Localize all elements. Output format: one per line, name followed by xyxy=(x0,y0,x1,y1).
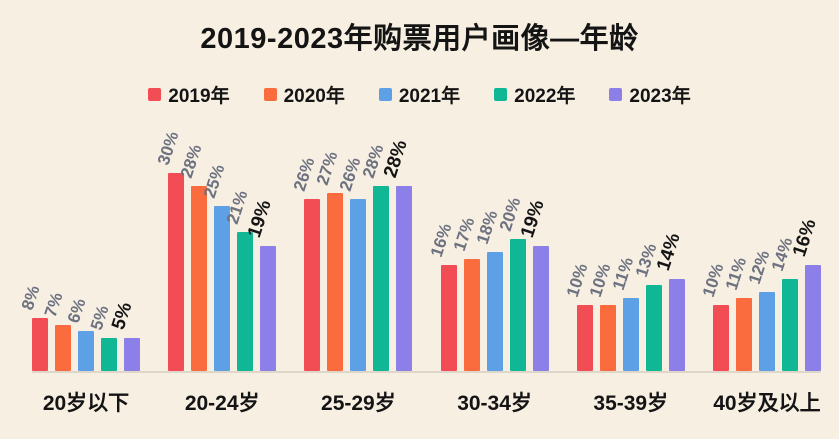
bar-2022年-40岁及以上: 14% xyxy=(768,235,798,371)
category-label-30-34岁: 30-34岁 xyxy=(457,392,532,415)
bar-2019年-20岁以下: 8% xyxy=(18,283,48,371)
bar-2020年-25-29岁: 27% xyxy=(313,149,344,371)
bar-2019年-30-34岁: 16% xyxy=(426,221,457,371)
bar-value-label: 17% xyxy=(449,215,479,254)
bar-2019年-20-24岁: 30% xyxy=(154,129,185,371)
legend-item-2019年: 2019年 xyxy=(148,81,230,108)
bar-value-label: 28% xyxy=(380,137,413,181)
legend-swatch-icon xyxy=(148,88,162,101)
legend-label: 2020年 xyxy=(283,86,345,107)
bar-2021年-20岁以下: 6% xyxy=(64,296,94,371)
bar-2023年-20-24岁: 19% xyxy=(244,198,277,371)
category-label-20-24岁: 20-24岁 xyxy=(184,392,260,415)
bar-2020年-20岁以下: 7% xyxy=(41,290,71,371)
bar-value-label: 5% xyxy=(86,303,113,333)
legend-label: 2021年 xyxy=(398,86,461,107)
bar-value-label: 10% xyxy=(698,261,728,300)
bar-value-label: 19% xyxy=(244,197,276,241)
bar-2022年-35-39岁: 13% xyxy=(632,241,662,371)
legend-item-2020年: 2020年 xyxy=(263,81,345,108)
bar-2022年-30-34岁: 20% xyxy=(495,195,526,371)
bar-value-label: 30% xyxy=(154,129,183,168)
bar-2020年-30-34岁: 17% xyxy=(449,215,480,371)
bar-2022年-20-24岁: 21% xyxy=(223,188,254,371)
bar-group-25-29岁: 26% 27% 26% 28% 28% xyxy=(290,138,413,371)
bar-2019年-25-29岁: 26% xyxy=(290,155,321,371)
bar-group-40岁及以上: 10% 11% 12% 14% 16% xyxy=(699,217,821,371)
bar-value-label: 16% xyxy=(426,221,456,260)
bar-2022年-25-29岁: 28% xyxy=(359,142,390,371)
bar-2021年-30-34岁: 18% xyxy=(472,208,503,371)
bar-group-30-34岁: 16% 17% 18% 20% 19% xyxy=(426,195,549,371)
bar-2021年-25-29岁: 26% xyxy=(336,155,367,371)
bar-2023年-20岁以下: 5% xyxy=(108,300,140,371)
bar-value-label: 16% xyxy=(788,216,821,260)
legend-swatch-icon xyxy=(494,88,508,101)
bar-2021年-35-39岁: 11% xyxy=(609,255,639,371)
bar-value-label: 6% xyxy=(63,296,90,326)
bar-group-20-24岁: 30% 28% 25% 21% 19% xyxy=(154,129,277,371)
legend-label: 2019年 xyxy=(168,86,230,107)
bar-2021年-20-24岁: 25% xyxy=(200,162,231,371)
bar-2020年-40岁及以上: 11% xyxy=(722,255,752,371)
bar-2021年-40岁及以上: 12% xyxy=(745,248,775,371)
bar-2019年-40岁及以上: 10% xyxy=(699,261,729,371)
category-label-20岁以下: 20岁以下 xyxy=(42,392,130,415)
legend: 2019年 2020年 2021年 2022年 2023年 xyxy=(0,81,839,108)
bar-value-label: 8% xyxy=(17,283,44,313)
bar-2020年-20-24岁: 28% xyxy=(177,142,208,371)
bar-group-35-39岁: 10% 10% 11% 13% 14% xyxy=(563,231,685,371)
legend-swatch-icon xyxy=(609,88,623,101)
bar-value-label: 25% xyxy=(200,162,229,201)
bar-2023年-40岁及以上: 16% xyxy=(789,217,821,371)
legend-item-2023年: 2023年 xyxy=(609,81,691,108)
legend-swatch-icon xyxy=(263,88,277,101)
bar-group-20岁以下: 8% 7% 6% 5% 5% xyxy=(18,283,140,371)
legend-item-2022年: 2022年 xyxy=(494,81,575,108)
bar-2023年-30-34岁: 19% xyxy=(517,198,549,371)
bar-2020年-35-39岁: 10% xyxy=(586,261,616,371)
bar-value-label: 11% xyxy=(721,254,751,293)
bar-value-label: 7% xyxy=(40,290,67,320)
bar-2022年-20岁以下: 5% xyxy=(87,303,117,371)
bar-value-label: 14% xyxy=(767,235,797,274)
legend-label: 2022年 xyxy=(514,86,576,107)
bar-2023年-35-39岁: 14% xyxy=(653,231,685,371)
legend-item-2021年: 2021年 xyxy=(378,81,461,108)
bar-value-label: 26% xyxy=(290,155,319,194)
category-label-25-29岁: 25-29岁 xyxy=(321,392,396,415)
bar-value-label: 5% xyxy=(107,299,137,333)
legend-swatch-icon xyxy=(378,88,392,101)
bar-2023年-25-29岁: 28% xyxy=(380,138,413,371)
bar-2019年-35-39岁: 10% xyxy=(563,261,593,371)
bar-value-label: 14% xyxy=(652,230,685,274)
category-label-40岁及以上: 40岁及以上 xyxy=(713,392,821,415)
category-axis: 20岁以下 20-24岁 25-29岁 30-34岁 35-39岁 40岁及以上 xyxy=(32,387,821,417)
category-label-35-39岁: 35-39岁 xyxy=(593,392,669,415)
bar-value-label: 21% xyxy=(223,188,252,227)
legend-label: 2023年 xyxy=(629,86,691,107)
bar-value-label: 28% xyxy=(177,142,206,181)
plot-area: 8% 7% 6% 5% 5% 30% 28% 25% 21% 19% 26% 27% 26% 28% 28%… xyxy=(18,118,821,373)
chart-title: 2019-2023年购票用户画像—年龄 xyxy=(200,23,639,55)
